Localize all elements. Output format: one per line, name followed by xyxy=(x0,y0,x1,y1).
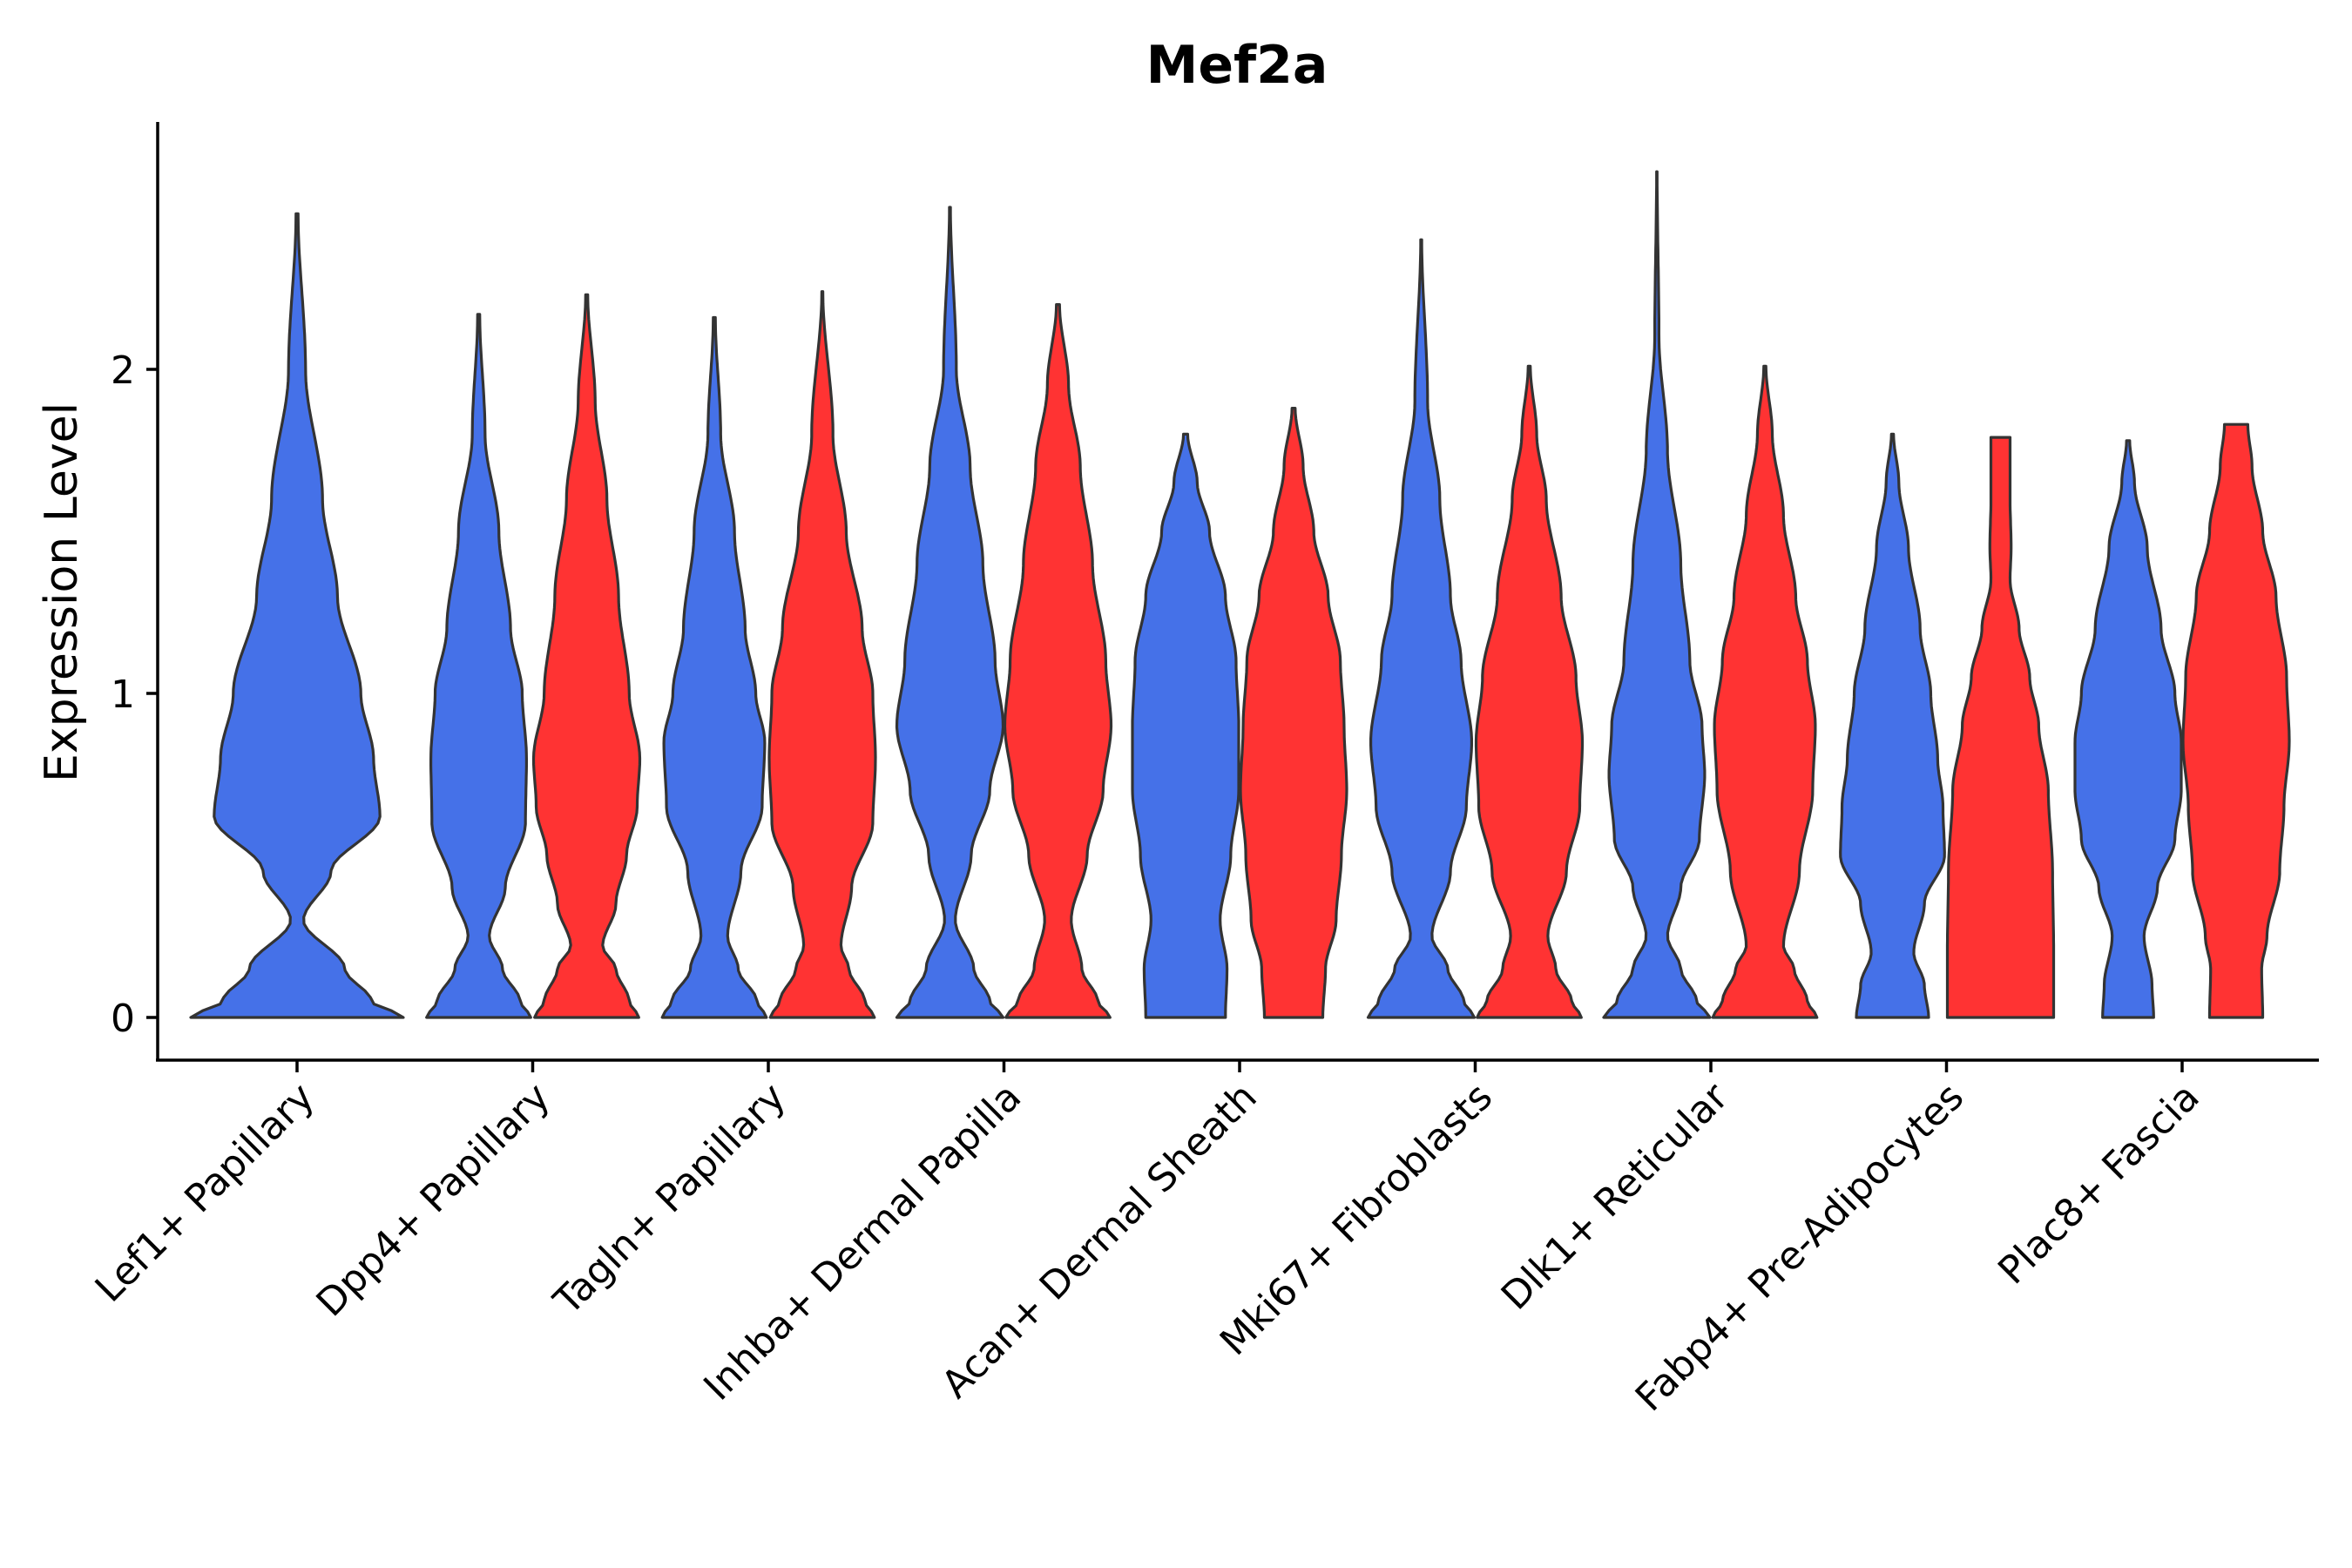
violin-group_b xyxy=(2181,422,2291,1019)
violin-group_a xyxy=(660,315,768,1019)
violin-group_a xyxy=(189,212,405,1019)
violin-group_a xyxy=(1602,170,1712,1019)
chart-title: Mef2a xyxy=(1146,35,1328,96)
violin-group_a xyxy=(1131,432,1240,1019)
violin-group_b xyxy=(1711,364,1819,1019)
violin-group_b xyxy=(1003,303,1113,1019)
x-tick-label: Lef1+ Papillary xyxy=(87,1075,323,1311)
violin-group_a xyxy=(895,206,1005,1019)
violin-group_a xyxy=(1366,238,1477,1019)
y-tick-label: 1 xyxy=(111,672,135,717)
x-tick-label: Dlk1+ Reticular xyxy=(1493,1074,1738,1319)
y-tick-label: 2 xyxy=(111,348,135,393)
violin-group_a xyxy=(2073,439,2183,1019)
y-ticks: 0 1 2 xyxy=(111,348,158,1041)
violin-group_b xyxy=(1945,436,2056,1019)
violin-group_b xyxy=(1239,407,1348,1019)
x-tick-label: Plac8+ Fascia xyxy=(1990,1075,2208,1294)
y-axis-label: Expression Level xyxy=(36,402,88,782)
violin-group_b xyxy=(531,293,642,1019)
violin-group_b xyxy=(1474,364,1585,1019)
violins-layer xyxy=(189,170,2291,1019)
axes-layer xyxy=(156,122,2319,1062)
x-tick-label: Tagln+ Papillary xyxy=(545,1075,794,1324)
violin-group_a xyxy=(425,313,532,1019)
x-tick-label: Dpp4+ Papillary xyxy=(308,1075,559,1326)
x-tick-label: Mki67+ Fibroblasts xyxy=(1212,1075,1501,1364)
y-tick-label: 0 xyxy=(111,997,135,1041)
violin-group_a xyxy=(1839,432,1946,1019)
violin-group_b xyxy=(767,290,877,1019)
